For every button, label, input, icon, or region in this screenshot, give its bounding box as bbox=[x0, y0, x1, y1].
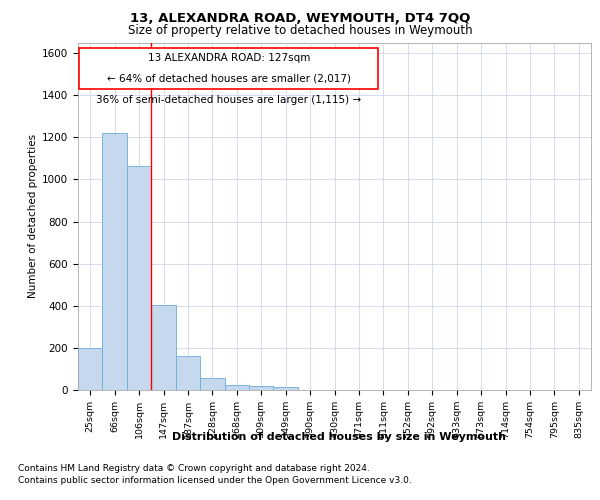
Bar bbox=[78, 348, 103, 390]
Text: Contains HM Land Registry data © Crown copyright and database right 2024.: Contains HM Land Registry data © Crown c… bbox=[18, 464, 370, 473]
Bar bbox=[127, 166, 151, 390]
Text: 13, ALEXANDRA ROAD, WEYMOUTH, DT4 7QQ: 13, ALEXANDRA ROAD, WEYMOUTH, DT4 7QQ bbox=[130, 12, 470, 26]
Bar bbox=[176, 356, 200, 390]
FancyBboxPatch shape bbox=[79, 48, 379, 89]
Text: Size of property relative to detached houses in Weymouth: Size of property relative to detached ho… bbox=[128, 24, 472, 37]
Text: 13 ALEXANDRA ROAD: 127sqm: 13 ALEXANDRA ROAD: 127sqm bbox=[148, 53, 310, 63]
Y-axis label: Number of detached properties: Number of detached properties bbox=[28, 134, 38, 298]
Bar bbox=[274, 388, 298, 390]
Text: 36% of semi-detached houses are larger (1,115) →: 36% of semi-detached houses are larger (… bbox=[96, 94, 361, 104]
Text: Contains public sector information licensed under the Open Government Licence v3: Contains public sector information licen… bbox=[18, 476, 412, 485]
Bar bbox=[200, 378, 224, 390]
Bar bbox=[103, 133, 127, 390]
Text: Distribution of detached houses by size in Weymouth: Distribution of detached houses by size … bbox=[172, 432, 506, 442]
Bar bbox=[224, 384, 249, 390]
Bar bbox=[151, 304, 176, 390]
Text: ← 64% of detached houses are smaller (2,017): ← 64% of detached houses are smaller (2,… bbox=[107, 74, 351, 84]
Bar bbox=[249, 386, 274, 390]
